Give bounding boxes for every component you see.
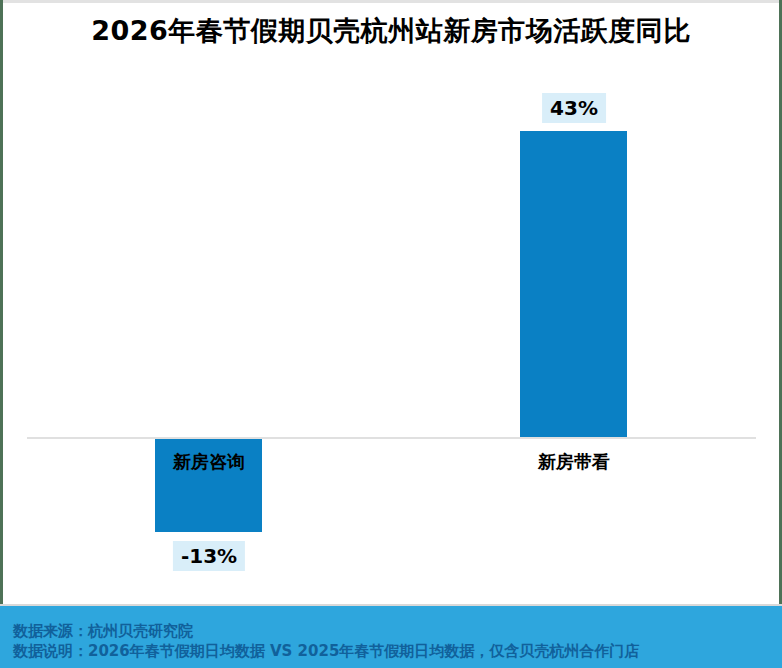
bar-viewing [520, 131, 627, 437]
category-label-consultation: 新房咨询 [173, 450, 245, 474]
data-source-text: 数据来源：杭州贝壳研究院 [13, 621, 782, 641]
page-border-left [0, 0, 3, 668]
page-border-top [0, 0, 782, 3]
value-label-positive: 43% [542, 93, 606, 123]
value-label-negative: -13% [173, 541, 245, 571]
chart-page: 2026年春节假期贝壳杭州站新房市场活跃度同比 -13% 43% 新房咨询 新房… [0, 0, 782, 668]
x-axis-baseline [27, 437, 756, 439]
footer-band: 数据来源：杭州贝壳研究院 数据说明：2026年春节假期日均数据 VS 2025年… [0, 604, 782, 668]
chart-title: 2026年春节假期贝壳杭州站新房市场活跃度同比 [0, 13, 782, 49]
data-note-text: 数据说明：2026年春节假期日均数据 VS 2025年春节假期日均数据，仅含贝壳… [13, 641, 782, 661]
category-label-viewing: 新房带看 [538, 450, 610, 474]
